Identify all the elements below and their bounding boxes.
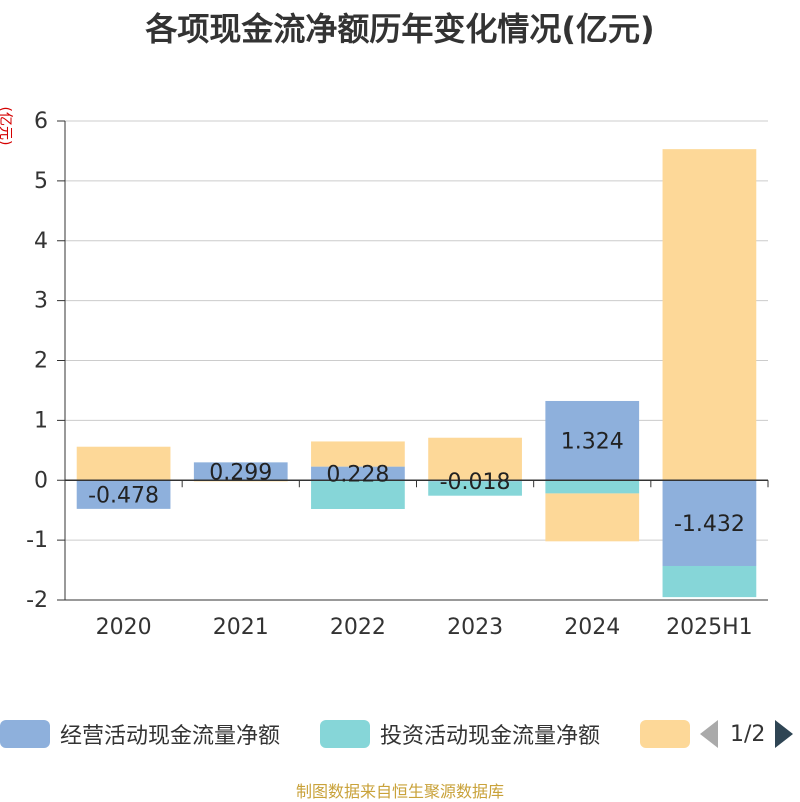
x-tick-label: 2020 [96,615,152,640]
y-tick-label: 6 [34,109,48,134]
axes: 6 5 4 3 2 1 0 -1 -2 2020 2021 2022 2023 2024 2025H1 [26,109,769,640]
x-tick-label: 2025H1 [666,615,753,640]
legend-pager: 1/2 [700,716,794,752]
y-tick-label: -1 [26,528,48,553]
data-label: 0.228 [326,462,389,487]
legend-swatch-investing [320,720,370,748]
x-tick-label: 2021 [213,615,269,640]
legend-item-investing[interactable]: 投资活动现金流量净额 [320,716,600,752]
y-tick-label: 3 [34,289,48,314]
y-tick-label: 4 [34,229,48,254]
bar-s0-2025H1 [662,480,757,566]
y-tick-label: -2 [26,588,48,613]
bar-s1-2023 [428,481,522,496]
bar-s1-2025H1 [662,565,757,598]
data-label: 0.299 [209,460,272,485]
page-prev-icon[interactable] [700,720,718,748]
bar-s2-2022 [311,441,405,467]
data-label: -0.478 [88,484,159,509]
legend-swatch-financing [640,720,690,748]
legend: 经营活动现金流量净额 投资活动现金流量净额 1/2 [0,716,800,756]
y-tick-label: 5 [34,169,48,194]
x-tick-label: 2022 [330,615,386,640]
bar-s2-2020 [76,446,171,481]
legend-item-operating[interactable]: 经营活动现金流量净额 [0,716,280,752]
page-next-icon[interactable] [775,720,794,748]
bars [76,149,757,598]
data-label: 1.324 [561,430,624,455]
bar-s1-2024 [545,480,640,494]
data-source: 制图数据来自恒生聚源数据库 [295,782,504,801]
bar-s0-2022 [311,466,405,481]
bar-s0-2024 [545,400,640,481]
bar-s2-2023 [428,437,522,481]
bar-s1-2022 [311,480,405,509]
x-tick-label: 2023 [447,615,503,640]
chart-title: 各项现金流净额历年变化情况(亿元) [145,10,655,48]
data-label: -0.018 [440,470,511,495]
legend-label-operating: 经营活动现金流量净额 [60,724,281,749]
y-tick-label: 0 [34,468,48,493]
legend-label-investing: 投资活动现金流量净额 [380,724,601,749]
x-tick-label: 2024 [564,615,620,640]
data-labels: -0.478 0.299 0.228 -0.018 1.324 -1.432 [88,430,745,538]
data-label: -1.432 [674,512,745,537]
y-tick-label: 1 [34,408,48,433]
bar-s2-2025H1 [662,149,757,481]
y-tick-label: 2 [34,349,48,374]
bar-s0-2021 [193,462,288,481]
legend-swatch-operating [0,720,50,748]
page-indicator: 1/2 [730,721,766,747]
bar-s0-2020 [76,480,171,509]
legend-item-financing[interactable] [640,716,690,752]
bar-s2-2024 [545,493,640,542]
